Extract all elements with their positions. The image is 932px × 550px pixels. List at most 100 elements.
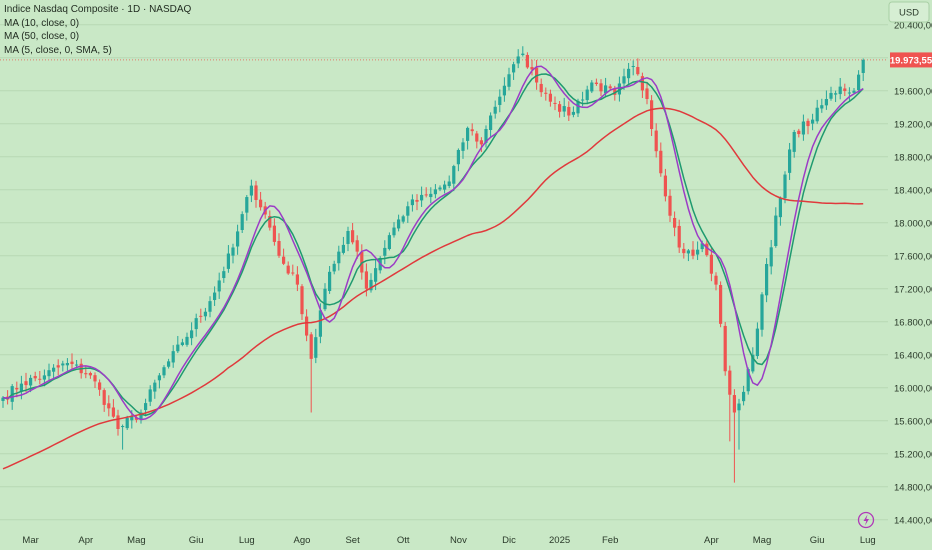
candle-body bbox=[144, 403, 148, 411]
candle-body bbox=[604, 85, 608, 94]
candle-body bbox=[456, 149, 460, 165]
candle-body bbox=[567, 106, 571, 116]
x-tick-label: Ago bbox=[294, 535, 311, 546]
candle-body bbox=[194, 318, 198, 330]
candle-body bbox=[728, 370, 732, 395]
candle-body bbox=[33, 375, 37, 379]
candle-body bbox=[746, 369, 750, 392]
candle-body bbox=[203, 311, 207, 317]
candle-body bbox=[622, 76, 626, 84]
candle-body bbox=[291, 272, 295, 274]
candle-body bbox=[406, 206, 410, 216]
candle-body bbox=[760, 294, 764, 330]
candle-body bbox=[364, 271, 368, 289]
candle-body bbox=[470, 129, 474, 132]
x-tick-label: Dic bbox=[502, 535, 516, 546]
candle-body bbox=[755, 328, 759, 357]
candle-body bbox=[512, 64, 516, 73]
candle-body bbox=[369, 279, 373, 291]
candle-body bbox=[709, 254, 713, 274]
candle-body bbox=[824, 99, 828, 106]
candle-body bbox=[631, 66, 635, 67]
candle-body bbox=[829, 92, 833, 99]
candle-body bbox=[217, 280, 221, 292]
candle-body bbox=[673, 217, 677, 228]
x-tick-label: Feb bbox=[602, 535, 618, 546]
candle-body bbox=[682, 248, 686, 254]
candle-body bbox=[254, 185, 258, 200]
candle-body bbox=[116, 415, 120, 429]
candle-body bbox=[176, 344, 180, 352]
candle-body bbox=[277, 241, 281, 256]
candle-body bbox=[107, 403, 111, 409]
candle-body bbox=[180, 342, 184, 346]
candle-body bbox=[599, 83, 603, 92]
candle-body bbox=[581, 99, 585, 101]
candle-body bbox=[162, 367, 166, 376]
x-tick-label: Ott bbox=[397, 535, 410, 546]
y-tick-label: 15.600,00 bbox=[894, 416, 932, 427]
y-tick-label: 14.800,00 bbox=[894, 482, 932, 493]
y-tick-label: 14.400,00 bbox=[894, 515, 932, 526]
legend-ma5-sma: MA (5, close, 0, SMA, 5) bbox=[4, 44, 112, 56]
candle-body bbox=[723, 325, 727, 372]
currency-button[interactable] bbox=[888, 1, 930, 23]
candle-body bbox=[231, 247, 235, 256]
candle-body bbox=[61, 363, 65, 366]
candle-body bbox=[815, 107, 819, 122]
x-tick-label: Giu bbox=[189, 535, 204, 546]
candle-body bbox=[516, 56, 520, 64]
candle-body bbox=[443, 184, 447, 190]
candle-body bbox=[300, 286, 304, 315]
candle-body bbox=[788, 149, 792, 173]
x-tick-label: Lug bbox=[239, 535, 255, 546]
legend-ma10: MA (10, close, 0) bbox=[4, 17, 80, 29]
candle-body bbox=[576, 100, 580, 114]
candle-body bbox=[466, 127, 470, 141]
candle-body bbox=[341, 244, 345, 253]
candle-body bbox=[585, 89, 589, 101]
candle-body bbox=[797, 130, 801, 135]
candle-body bbox=[521, 53, 525, 55]
candle-body bbox=[415, 199, 419, 202]
price-axis-strip bbox=[888, 0, 932, 550]
candle-body bbox=[185, 336, 189, 345]
candle-body bbox=[213, 292, 217, 301]
candle-body bbox=[548, 93, 552, 102]
candle-body bbox=[686, 250, 690, 254]
candle-body bbox=[318, 310, 322, 337]
candle-body bbox=[111, 407, 115, 417]
candle-body bbox=[613, 88, 617, 95]
candle-body bbox=[397, 219, 401, 229]
y-tick-label: 19.200,00 bbox=[894, 119, 932, 130]
candle-body bbox=[553, 102, 557, 104]
candle-body bbox=[420, 194, 424, 201]
candle-body bbox=[811, 119, 815, 124]
lightning-icon[interactable] bbox=[857, 511, 875, 529]
candle-body bbox=[222, 271, 226, 279]
candle-body bbox=[493, 106, 497, 114]
candle-body bbox=[820, 105, 824, 109]
candle-body bbox=[42, 375, 46, 380]
candle-body bbox=[769, 247, 773, 267]
candle-body bbox=[732, 395, 736, 413]
y-tick-label: 19.600,00 bbox=[894, 86, 932, 97]
candle-body bbox=[125, 417, 129, 429]
candle-body bbox=[544, 92, 548, 94]
candle-body bbox=[778, 198, 782, 218]
candle-body bbox=[98, 382, 102, 390]
candle-body bbox=[272, 225, 276, 242]
candle-body bbox=[84, 373, 88, 375]
candle-body bbox=[608, 86, 612, 89]
candle-body bbox=[696, 249, 700, 255]
candle-body bbox=[226, 253, 230, 269]
candle-body bbox=[70, 361, 74, 365]
candle-body bbox=[640, 76, 644, 91]
y-tick-label: 17.600,00 bbox=[894, 251, 932, 262]
candle-body bbox=[489, 115, 493, 131]
candle-body bbox=[691, 249, 695, 256]
candle-body bbox=[742, 391, 746, 402]
